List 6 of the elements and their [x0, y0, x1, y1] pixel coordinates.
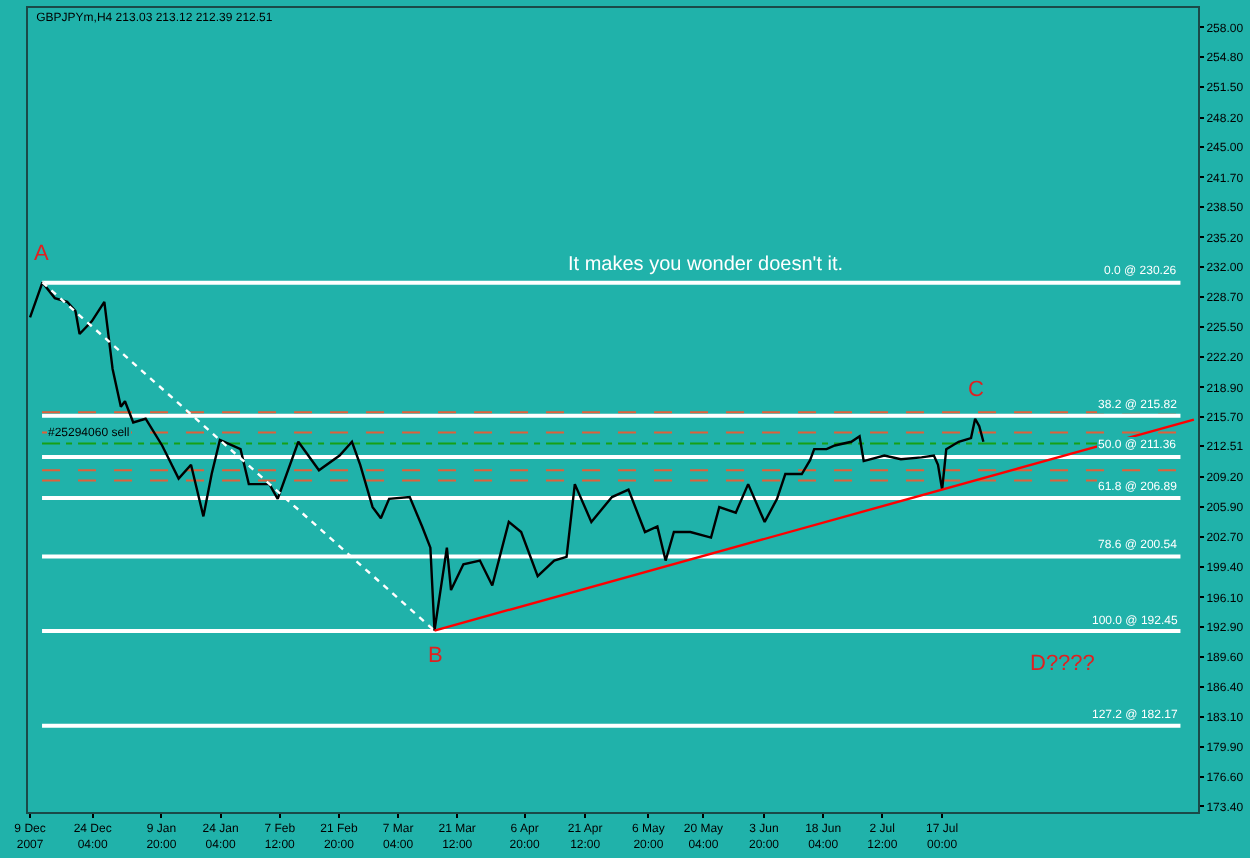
- annotation: D????: [1030, 652, 1095, 676]
- annotation: C: [968, 378, 984, 402]
- line-series: [28, 281, 985, 632]
- annotation: B: [428, 644, 443, 668]
- annotation: A: [34, 242, 50, 266]
- annotation: It makes you wonder doesn't it.: [568, 254, 844, 276]
